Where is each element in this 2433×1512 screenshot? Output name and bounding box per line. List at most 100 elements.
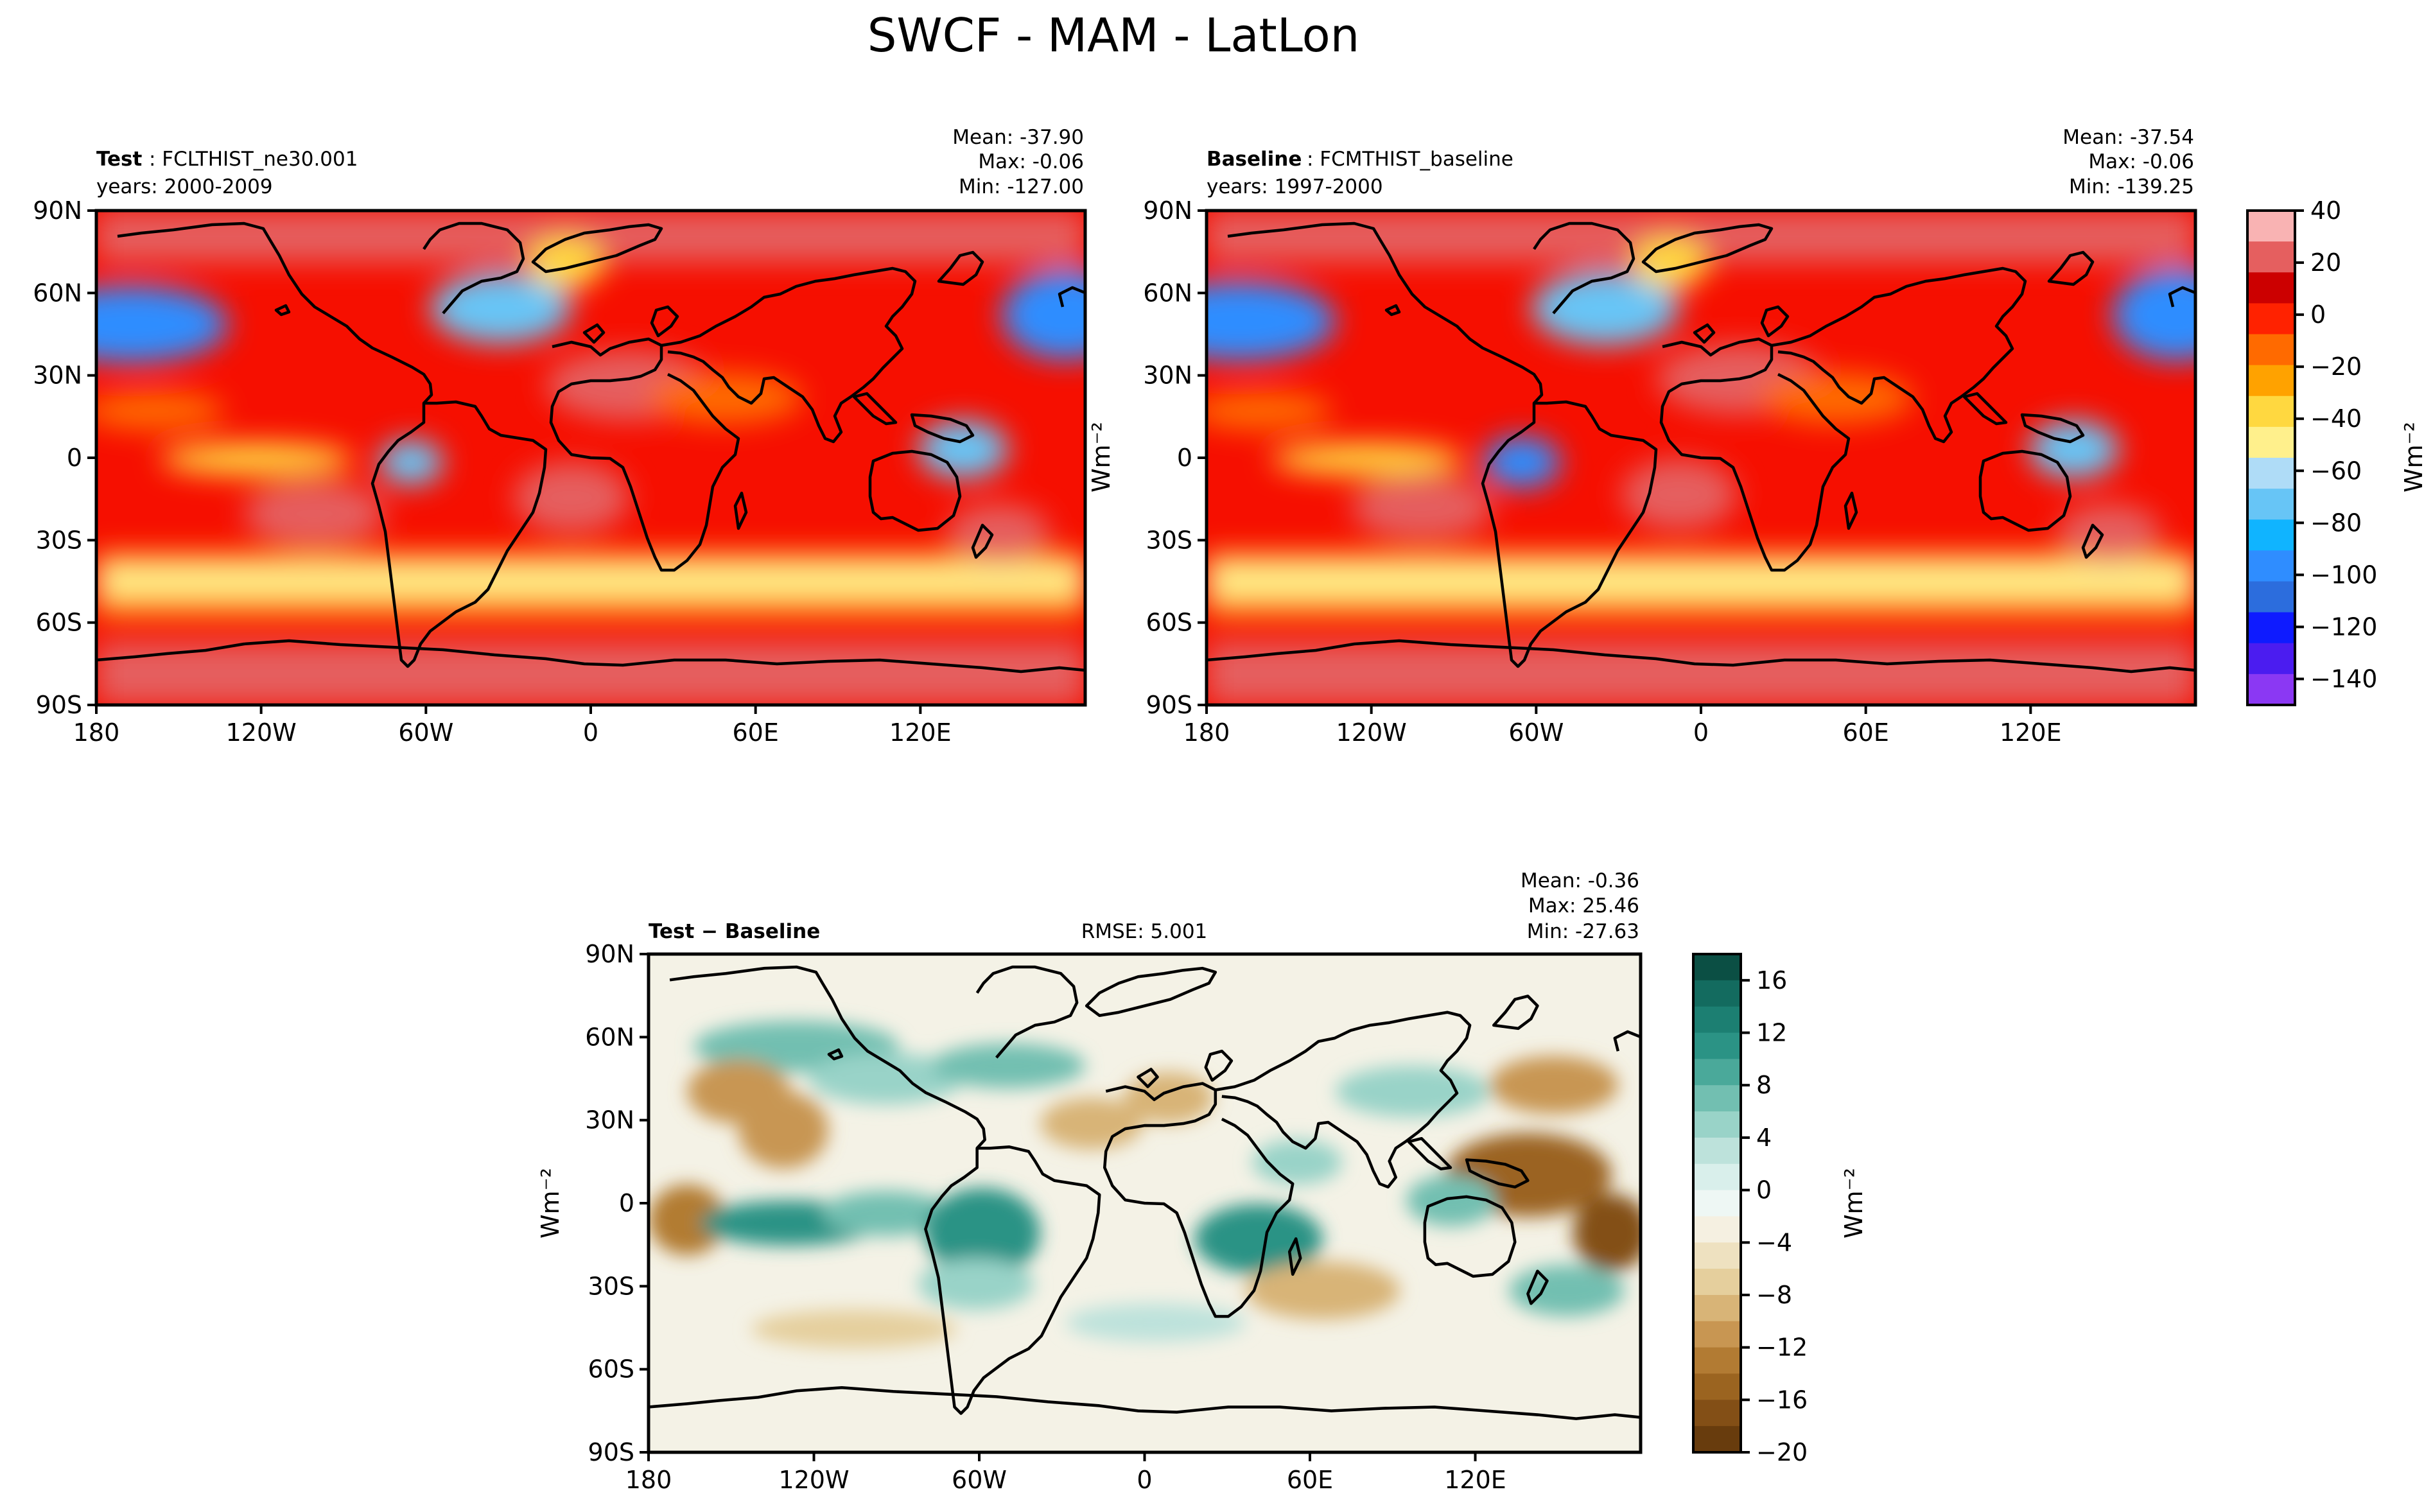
main-colorbar-segment (2247, 272, 2295, 304)
test-ytick-label: 60S (36, 609, 82, 637)
test-y-axis: 90N 60N 30N 0 30S 60S 90S (33, 196, 96, 719)
baseline-label-bold: Baseline (1207, 148, 1302, 171)
diff-ytick-label: 0 (619, 1189, 634, 1217)
main-colorbar-segment (2247, 673, 2295, 706)
test-xtick-label: 120W (226, 718, 297, 747)
baseline-years: years: 1997-2000 (1207, 175, 1383, 198)
main-colorbar-label: −80 (2310, 508, 2362, 537)
test-max: Max: -0.06 (978, 150, 1084, 173)
diff-colorbar-segment (1693, 1006, 1741, 1034)
diff-rmse: RMSE: 5.001 (1081, 920, 1208, 943)
main-colorbar-label: 0 (2310, 300, 2326, 329)
diff-colorbar: 16 12 8 4 0 −4 −8 −12 −16 −20 Wm⁻² (1692, 953, 1868, 1466)
diff-colorbar-segment (1693, 1242, 1741, 1269)
main-colorbar-label: −140 (2310, 665, 2377, 693)
baseline-xtick-label: 60E (1842, 718, 1888, 747)
diff-colorbar-segment (1693, 1426, 1741, 1453)
main-colorbar-label: 20 (2310, 248, 2341, 277)
panel-baseline: Baseline : FCMTHIST_baseline years: 1997… (1087, 126, 2197, 747)
diff-colorbar-label: 12 (1756, 1019, 1787, 1047)
main-colorbar-segment (2247, 426, 2295, 458)
diff-colorbar-label: 4 (1756, 1124, 1772, 1152)
diff-xtick-label: 60E (1287, 1466, 1333, 1494)
test-field-blobs (96, 211, 1085, 705)
diff-map (649, 954, 1641, 1452)
diff-colorbar-label: −20 (1756, 1438, 1808, 1466)
main-colorbar-segment (2247, 550, 2295, 582)
baseline-ytick-label: 60S (1146, 609, 1192, 637)
diff-min: Min: -27.63 (1527, 920, 1639, 943)
diff-ytick-label: 60S (588, 1355, 634, 1384)
test-label-bold: Test (96, 148, 143, 171)
main-colorbar-label: −100 (2310, 560, 2377, 589)
diff-colorbar-label: −12 (1756, 1334, 1808, 1362)
baseline-ytick-label: 30S (1146, 526, 1192, 554)
main-colorbar-segment (2247, 303, 2295, 335)
baseline-y-unit: Wm⁻² (1087, 422, 1115, 492)
main-colorbar-segment (2247, 395, 2295, 428)
test-xtick-label: 60W (398, 718, 453, 747)
main-colorbar-segment (2247, 643, 2295, 675)
baseline-ytick-label: 90N (1143, 196, 1192, 225)
main-colorbar-label: −60 (2310, 456, 2362, 485)
diff-colorbar-segment (1693, 1216, 1741, 1243)
main-colorbar-segment (2247, 581, 2295, 613)
diff-ytick-label: 30S (588, 1272, 634, 1300)
baseline-x-axis: 180 120W 60W 0 60E 120E (1183, 705, 2062, 747)
diff-colorbar-frame (1692, 953, 1742, 1454)
baseline-ytick-label: 60N (1143, 279, 1192, 307)
diff-y-unit: Wm⁻² (536, 1168, 564, 1238)
diff-colorbar-segment (1693, 1373, 1741, 1400)
panel-test: Test : FCLTHIST_ne30.001 years: 2000-200… (33, 126, 1087, 747)
test-ytick-label: 90N (33, 196, 82, 225)
main-colorbar-label: −120 (2310, 613, 2377, 641)
baseline-field-blobs (1207, 211, 2195, 705)
diff-mean: Mean: -0.36 (1521, 869, 1639, 892)
test-min: Min: -127.00 (959, 175, 1084, 198)
diff-ytick-label: 60N (585, 1023, 634, 1051)
test-ytick-label: 60N (33, 279, 82, 307)
diff-colorbar-segment (1693, 1321, 1741, 1348)
test-mean: Mean: -37.90 (952, 126, 1084, 149)
test-xtick-label: 180 (73, 718, 120, 747)
main-colorbar-segment (2247, 458, 2295, 489)
test-ytick-label: 30S (36, 526, 82, 554)
diff-xtick-label: 60W (952, 1466, 1007, 1494)
main-colorbar-segment (2247, 334, 2295, 366)
diff-colorbar-segment (1693, 1137, 1741, 1165)
main-colorbar-segment (2247, 241, 2295, 273)
baseline-y-axis: 90N 60N 30N 0 30S 60S 90S (1143, 196, 1207, 719)
baseline-xtick-label: 60W (1508, 718, 1564, 747)
diff-colorbar-segment (1693, 954, 1741, 981)
baseline-mean: Mean: -37.54 (2062, 126, 2194, 149)
diff-colorbar-segment (1693, 1400, 1741, 1427)
diff-colorbar-segment (1693, 1111, 1741, 1138)
main-colorbar-label: 40 (2310, 196, 2341, 225)
diff-xtick-label: 120W (778, 1466, 849, 1494)
diff-colorbar-segment (1693, 1163, 1741, 1191)
baseline-label: : FCMTHIST_baseline (1307, 148, 1513, 171)
diff-colorbar-segment (1693, 1059, 1741, 1086)
baseline-max: Max: -0.06 (2088, 150, 2194, 173)
diff-y-axis: 90N 60N 30N 0 30S 60S 90S (585, 940, 649, 1466)
diff-max: Max: 25.46 (1528, 894, 1639, 917)
baseline-ytick-label: 30N (1143, 361, 1192, 390)
diff-ytick-label: 90N (585, 940, 634, 968)
panel-diff: Test − Baseline RMSE: 5.001 Mean: -0.36 … (536, 869, 1643, 1494)
baseline-xtick-label: 120W (1336, 718, 1407, 747)
diff-colorbar-segment (1693, 1032, 1741, 1059)
diff-colorbar-label: −4 (1756, 1228, 1792, 1256)
baseline-ytick-label: 0 (1177, 444, 1192, 472)
main-colorbar-unit: Wm⁻² (2400, 422, 2428, 492)
test-xtick-label: 120E (889, 718, 952, 747)
figure-title: SWCF - MAM - LatLon (868, 8, 1360, 62)
test-years: years: 2000-2009 (96, 175, 273, 198)
diff-colorbar-segment (1693, 1269, 1741, 1296)
diff-ytick-label: 30N (585, 1106, 634, 1134)
diff-colorbar-segment (1693, 980, 1741, 1007)
main-colorbar-segment (2247, 489, 2295, 520)
main-colorbar-segment (2247, 211, 2295, 242)
test-ytick-label: 90S (36, 691, 82, 719)
test-ytick-label: 0 (67, 444, 82, 472)
